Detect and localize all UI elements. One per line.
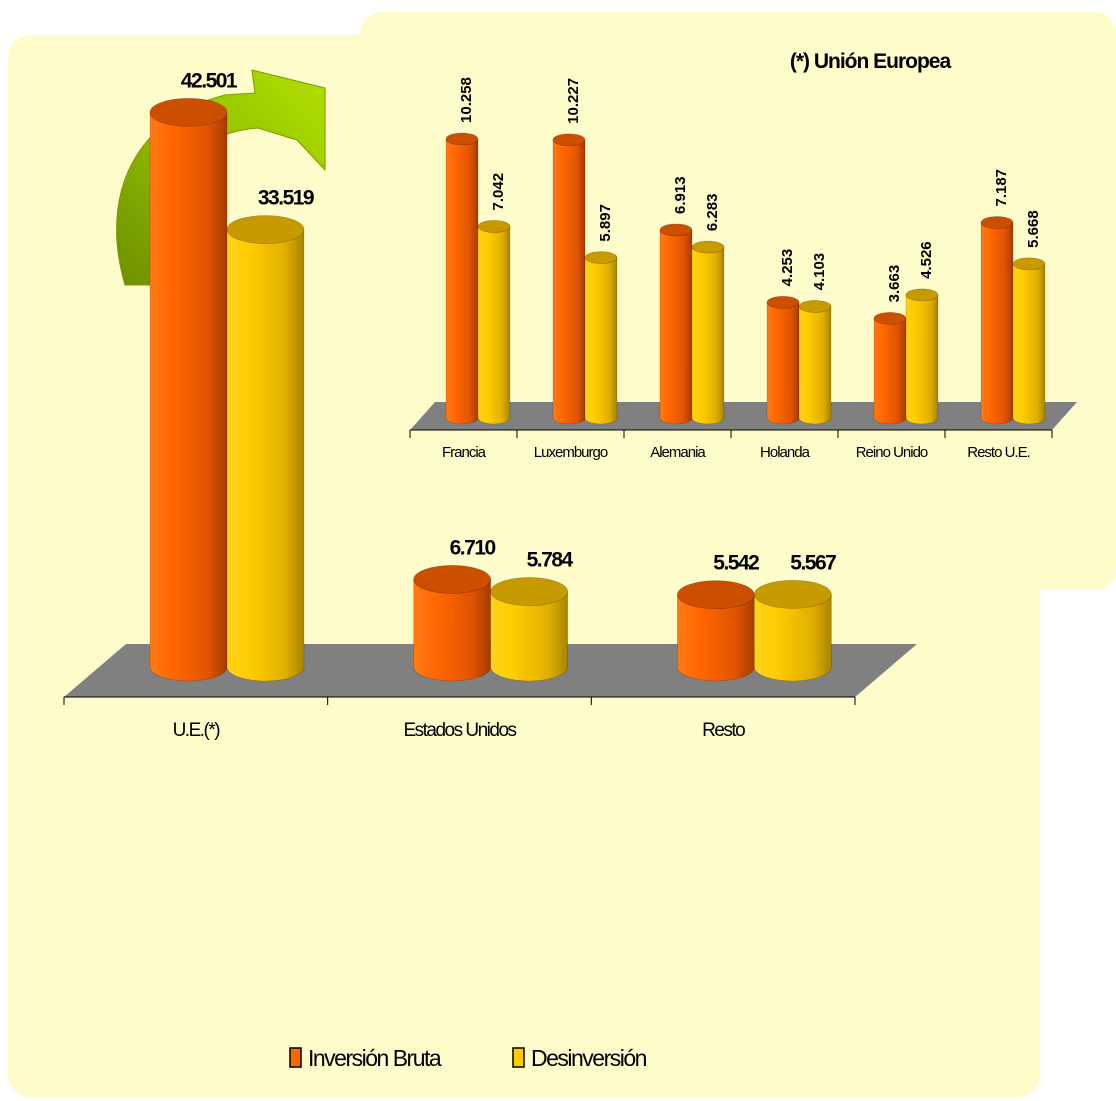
inset-chart: Francia Luxemburgo Alemania Holanda Reino Un… [409,77,1077,461]
bar-desinversion [477,220,511,425]
bar-desinversion [691,240,725,425]
data-label: 42.501 [181,69,238,92]
bar-desinversion [490,577,568,682]
bar-desinversion [754,580,832,682]
data-label: 10.258 [458,77,475,123]
data-label: 33.519 [258,187,314,210]
legend-label-desinversion: Desinversión [531,1045,647,1071]
legend-label-inversion: Inversión Bruta [308,1045,442,1071]
data-label: 7.042 [490,173,507,211]
data-label: 4.103 [811,253,828,291]
bar-inversion-bruta [677,580,755,682]
data-label: 5.567 [790,551,836,574]
bar-inversion-bruta [413,565,491,682]
data-label: 10.227 [565,78,582,124]
x-tick-label: Alemania [650,444,706,461]
data-label: 5.668 [1025,210,1042,248]
legend-swatch-desinversion [512,1047,525,1068]
main-chart: U.E.(*) Estados Unidos Resto 42.501 33.519 6.… [63,69,917,741]
data-label: 5.784 [527,549,574,572]
legend: Inversión Bruta Desinversión [289,1045,648,1071]
data-label: 6.283 [704,194,721,232]
bar-desinversion [1012,257,1046,425]
bar-desinversion [905,288,939,425]
x-tick-label: Holanda [760,444,811,461]
bar-inversion-bruta [552,133,586,425]
data-label: 5.542 [713,552,759,575]
bar-inversion-bruta [980,216,1014,425]
x-tick-label: Luxemburgo [534,444,608,461]
x-tick-label: U.E.(*) [173,720,221,741]
x-tick-label: Resto U.E. [967,444,1030,461]
bar-inversion-bruta [766,296,800,425]
data-label: 7.187 [993,169,1010,207]
x-tick-label: Reino Unido [856,444,928,461]
inset-chart-title: (*) Unión Europea [790,50,952,73]
x-tick-label: Resto [702,720,745,741]
legend-swatch-inversion [289,1047,302,1068]
data-label: 6.913 [672,176,689,214]
data-label: 5.897 [597,204,614,242]
x-tick-label: Francia [442,444,487,461]
bar-inversion-bruta [659,223,693,425]
bar-desinversion [584,251,618,425]
data-label: 4.253 [779,249,796,287]
bar-desinversion [798,300,832,425]
bar-inversion-bruta [149,98,228,682]
bar-desinversion [226,215,305,682]
data-label: 6.710 [450,536,496,559]
bar-inversion-bruta [445,132,479,425]
inset-panel [360,12,1116,590]
data-label: 3.663 [886,265,903,303]
data-label: 4.526 [918,241,935,279]
bar-inversion-bruta [873,312,907,425]
x-tick-label: Estados Unidos [403,720,516,741]
